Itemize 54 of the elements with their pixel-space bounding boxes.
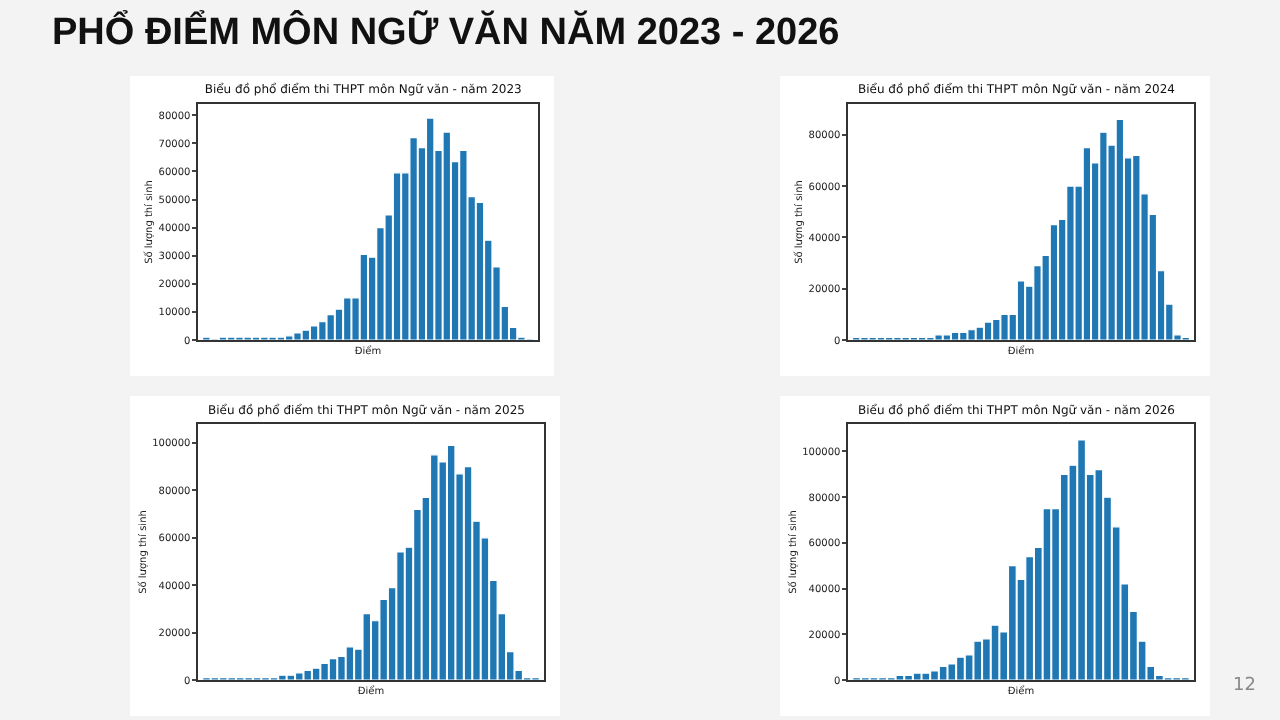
bar xyxy=(475,201,485,340)
bar xyxy=(429,454,439,680)
bar xyxy=(286,674,296,680)
bar xyxy=(294,672,304,680)
bar xyxy=(293,332,302,340)
bar xyxy=(362,613,372,680)
bar xyxy=(425,117,435,340)
bar xyxy=(463,466,473,680)
bar xyxy=(326,314,336,340)
bar xyxy=(950,331,960,340)
bar xyxy=(1082,147,1092,340)
bar xyxy=(442,131,452,340)
bar xyxy=(345,646,355,680)
bar xyxy=(991,318,1001,340)
bar xyxy=(983,321,993,340)
bar xyxy=(973,640,983,680)
bar xyxy=(303,669,313,680)
bar xyxy=(342,297,352,340)
bar xyxy=(318,321,327,340)
bar xyxy=(959,331,968,340)
bar xyxy=(921,672,931,680)
text: PHỔ ĐIỂM MÔN NGỮ VĂN NĂM 2023 - 2026 xyxy=(52,12,840,56)
bar xyxy=(1016,280,1026,340)
bar xyxy=(934,334,943,340)
bar xyxy=(328,658,338,680)
bar xyxy=(967,329,976,340)
bar xyxy=(320,662,329,680)
bar xyxy=(1154,674,1164,680)
bar xyxy=(392,172,402,340)
bar xyxy=(359,253,369,340)
text: 12 xyxy=(1233,676,1256,696)
bar xyxy=(1042,507,1052,680)
bar xyxy=(409,137,418,340)
bar xyxy=(1094,469,1104,680)
bar xyxy=(975,326,985,340)
bar xyxy=(1000,313,1009,340)
bar xyxy=(947,663,957,680)
bar xyxy=(990,624,1000,680)
bar xyxy=(1007,565,1017,680)
bar xyxy=(301,329,311,340)
bar xyxy=(396,551,405,680)
bar xyxy=(1132,154,1141,340)
bar xyxy=(942,334,952,340)
bar xyxy=(309,325,319,340)
bar xyxy=(1099,131,1108,340)
bar xyxy=(912,672,922,680)
bar xyxy=(1115,118,1125,340)
bar xyxy=(459,149,468,340)
bar xyxy=(311,667,321,680)
bar xyxy=(955,656,965,680)
bar xyxy=(446,444,456,680)
bar xyxy=(1066,185,1075,340)
bar xyxy=(1049,223,1059,340)
bar xyxy=(895,674,905,680)
